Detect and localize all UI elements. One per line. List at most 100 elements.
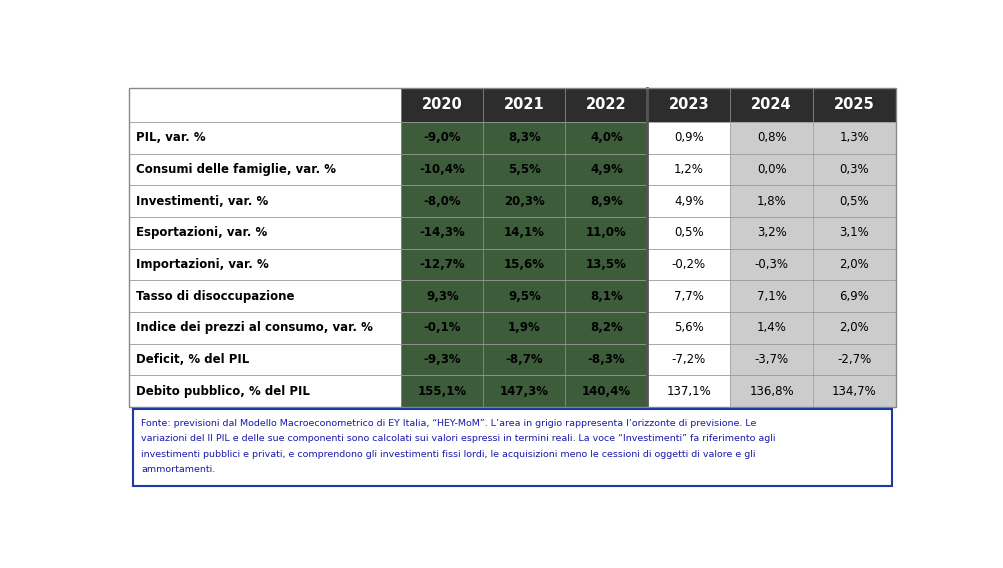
Bar (647, 375, 729, 407)
Bar (129, 375, 401, 407)
Text: 0,5%: 0,5% (673, 227, 703, 239)
Bar (812, 281, 895, 312)
Bar (729, 153, 812, 185)
Text: Debito pubblico, % del PIL: Debito pubblico, % del PIL (135, 385, 309, 398)
Bar (483, 153, 565, 185)
Bar (483, 185, 565, 217)
Text: 4,9%: 4,9% (673, 195, 703, 208)
Text: investimenti pubblici e privati, e comprendono gli investimenti fissi lordi, le : investimenti pubblici e privati, e compr… (140, 449, 755, 458)
Bar (812, 153, 895, 185)
Text: 0,3%: 0,3% (839, 163, 869, 176)
Text: -7,2%: -7,2% (671, 353, 705, 366)
Bar (129, 281, 401, 312)
Bar (647, 217, 729, 249)
Text: -10,4%: -10,4% (419, 163, 464, 176)
Bar (565, 88, 647, 122)
Bar (401, 122, 483, 153)
Text: 9,3%: 9,3% (425, 290, 458, 303)
Text: variazioni del II PIL e delle sue componenti sono calcolati sui valori espressi : variazioni del II PIL e delle sue compon… (140, 434, 774, 443)
Text: -0,1%: -0,1% (423, 321, 460, 335)
Bar (729, 88, 812, 122)
Text: 2024: 2024 (750, 97, 791, 112)
Bar (565, 281, 647, 312)
Text: 4,0%: 4,0% (590, 131, 622, 144)
Bar (647, 185, 729, 217)
Text: 1,8%: 1,8% (756, 195, 785, 208)
Text: 155,1%: 155,1% (417, 385, 466, 398)
Text: -8,3%: -8,3% (587, 353, 625, 366)
Text: 2022: 2022 (586, 97, 626, 112)
Bar (565, 375, 647, 407)
Text: 137,1%: 137,1% (666, 385, 710, 398)
Text: 14,1%: 14,1% (504, 227, 545, 239)
Bar (483, 249, 565, 281)
Bar (401, 185, 483, 217)
Bar (401, 217, 483, 249)
Bar (565, 217, 647, 249)
Bar (647, 344, 729, 375)
Text: 15,6%: 15,6% (504, 258, 545, 271)
Bar (812, 375, 895, 407)
Bar (565, 153, 647, 185)
Text: 0,9%: 0,9% (673, 131, 703, 144)
Text: 2021: 2021 (504, 97, 545, 112)
Bar (729, 281, 812, 312)
Bar (401, 88, 483, 122)
Bar (401, 312, 483, 344)
Bar (129, 88, 895, 407)
Text: 5,6%: 5,6% (673, 321, 703, 335)
Text: -9,3%: -9,3% (423, 353, 460, 366)
Text: Esportazioni, var. %: Esportazioni, var. % (135, 227, 267, 239)
Bar (812, 344, 895, 375)
Text: -8,0%: -8,0% (423, 195, 460, 208)
Text: -9,0%: -9,0% (423, 131, 460, 144)
Bar (812, 217, 895, 249)
Text: 8,2%: 8,2% (590, 321, 622, 335)
Bar (729, 249, 812, 281)
Bar (729, 344, 812, 375)
Bar (129, 122, 401, 153)
Text: Importazioni, var. %: Importazioni, var. % (135, 258, 268, 271)
Text: 2025: 2025 (833, 97, 874, 112)
Text: 4,9%: 4,9% (590, 163, 622, 176)
Bar (647, 122, 729, 153)
Bar (647, 249, 729, 281)
Text: 9,5%: 9,5% (508, 290, 541, 303)
Bar (647, 88, 729, 122)
Bar (401, 281, 483, 312)
Bar (729, 122, 812, 153)
Bar (647, 312, 729, 344)
Bar (483, 217, 565, 249)
Text: 8,9%: 8,9% (590, 195, 622, 208)
Bar (729, 185, 812, 217)
Bar (565, 185, 647, 217)
Text: Investimenti, var. %: Investimenti, var. % (135, 195, 268, 208)
Text: Tasso di disoccupazione: Tasso di disoccupazione (135, 290, 294, 303)
Bar (129, 217, 401, 249)
Bar (129, 249, 401, 281)
Bar (812, 88, 895, 122)
Bar (565, 122, 647, 153)
Text: -2,7%: -2,7% (837, 353, 871, 366)
Bar (812, 122, 895, 153)
Text: 7,1%: 7,1% (756, 290, 785, 303)
Text: 3,2%: 3,2% (756, 227, 785, 239)
Text: 136,8%: 136,8% (748, 385, 793, 398)
Bar (401, 249, 483, 281)
Text: 134,7%: 134,7% (831, 385, 876, 398)
Bar (401, 153, 483, 185)
Text: 1,3%: 1,3% (839, 131, 869, 144)
Text: Consumi delle famiglie, var. %: Consumi delle famiglie, var. % (135, 163, 335, 176)
Text: 2023: 2023 (668, 97, 708, 112)
Text: 5,5%: 5,5% (508, 163, 541, 176)
Text: 0,8%: 0,8% (756, 131, 785, 144)
Text: 1,2%: 1,2% (673, 163, 703, 176)
Bar (129, 153, 401, 185)
Bar (129, 185, 401, 217)
Text: Fonte: previsioni dal Modello Macroeconometrico di EY Italia, “HEY-MoM”. L’area : Fonte: previsioni dal Modello Macroecono… (140, 419, 755, 428)
Text: 2,0%: 2,0% (839, 321, 869, 335)
Text: 11,0%: 11,0% (586, 227, 626, 239)
Bar (483, 281, 565, 312)
Bar (401, 375, 483, 407)
Text: -14,3%: -14,3% (419, 227, 464, 239)
